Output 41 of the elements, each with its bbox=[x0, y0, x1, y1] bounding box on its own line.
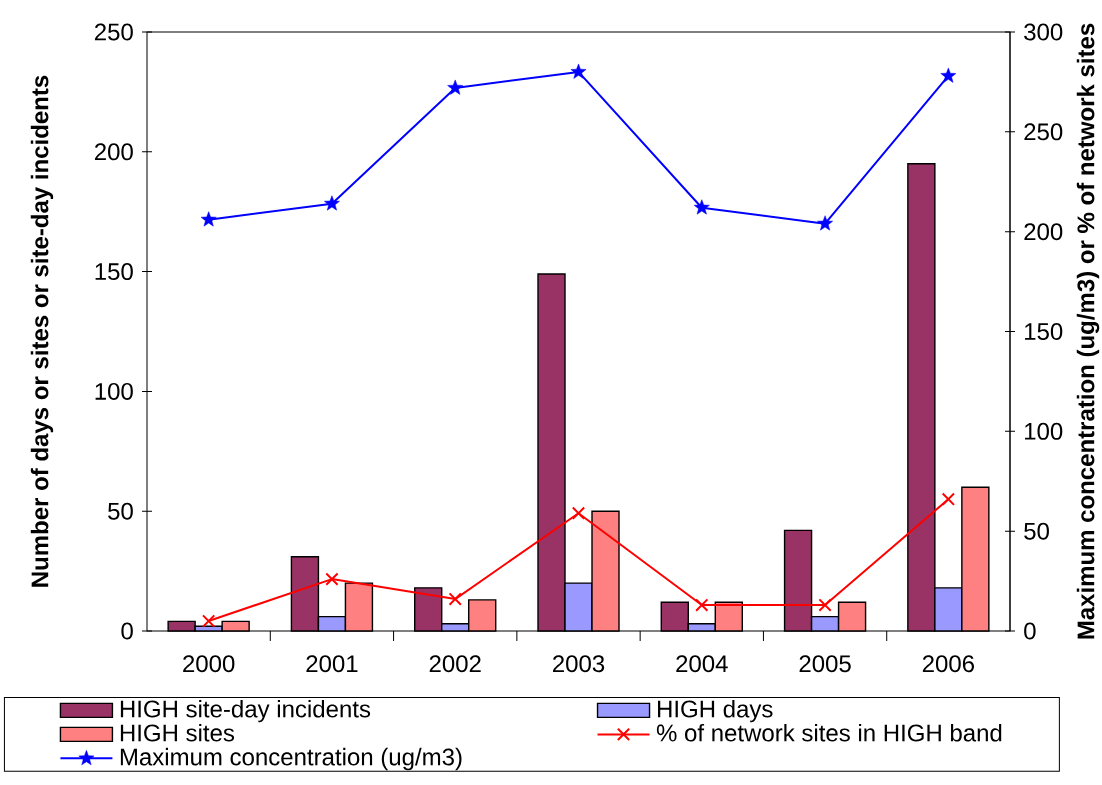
x-tick-label: 2004 bbox=[676, 655, 728, 673]
y-tick-label: 0 bbox=[121, 622, 133, 640]
point bbox=[817, 215, 833, 231]
legend-label: % of network sites in HIGH band bbox=[656, 723, 1002, 742]
point bbox=[325, 572, 339, 586]
legend-label: HIGH site-day incidents bbox=[120, 699, 371, 723]
point bbox=[941, 492, 956, 506]
y2-tick-label: 200 bbox=[1024, 223, 1063, 241]
legend-label: HIGH sites bbox=[120, 723, 235, 742]
legend-label: HIGH days bbox=[658, 699, 773, 723]
point bbox=[448, 592, 462, 606]
point bbox=[818, 598, 832, 612]
y2-axis-title: Maximum concentration (ug/m3) or % of network sites bbox=[1076, 23, 1100, 639]
y-tick-label: 50 bbox=[108, 502, 133, 520]
point bbox=[201, 614, 216, 628]
point bbox=[571, 506, 586, 520]
x-tick-label: 2005 bbox=[799, 655, 851, 673]
point bbox=[940, 67, 957, 83]
point bbox=[693, 199, 710, 215]
y-tick-label: 100 bbox=[95, 382, 133, 400]
point bbox=[695, 598, 709, 612]
point bbox=[447, 79, 464, 95]
y2-tick-label: 0 bbox=[1024, 622, 1036, 640]
point bbox=[324, 195, 340, 211]
point bbox=[570, 63, 587, 79]
y-tick-label: 250 bbox=[94, 23, 133, 41]
y2-tick-label: 50 bbox=[1024, 522, 1049, 540]
point bbox=[200, 211, 217, 227]
y2-tick-label: 150 bbox=[1025, 323, 1063, 340]
y-tick-label: 150 bbox=[95, 263, 133, 281]
x-tick-label: 2006 bbox=[922, 655, 974, 673]
y-tick-label: 200 bbox=[94, 143, 133, 161]
y2-tick-label: 250 bbox=[1024, 123, 1063, 141]
y2-tick-label: 100 bbox=[1025, 422, 1063, 440]
x-tick-label: 2003 bbox=[553, 655, 605, 673]
x-tick-label: 2000 bbox=[183, 655, 235, 673]
legend-label: Maximum concentration (ug/m3) bbox=[120, 747, 462, 771]
x-tick-label: 2002 bbox=[429, 655, 481, 673]
x-tick-label: 2001 bbox=[306, 655, 358, 673]
y-axis-title: Number of days or sites or site-day incidents bbox=[30, 75, 54, 587]
y2-tick-label: 300 bbox=[1024, 23, 1063, 41]
